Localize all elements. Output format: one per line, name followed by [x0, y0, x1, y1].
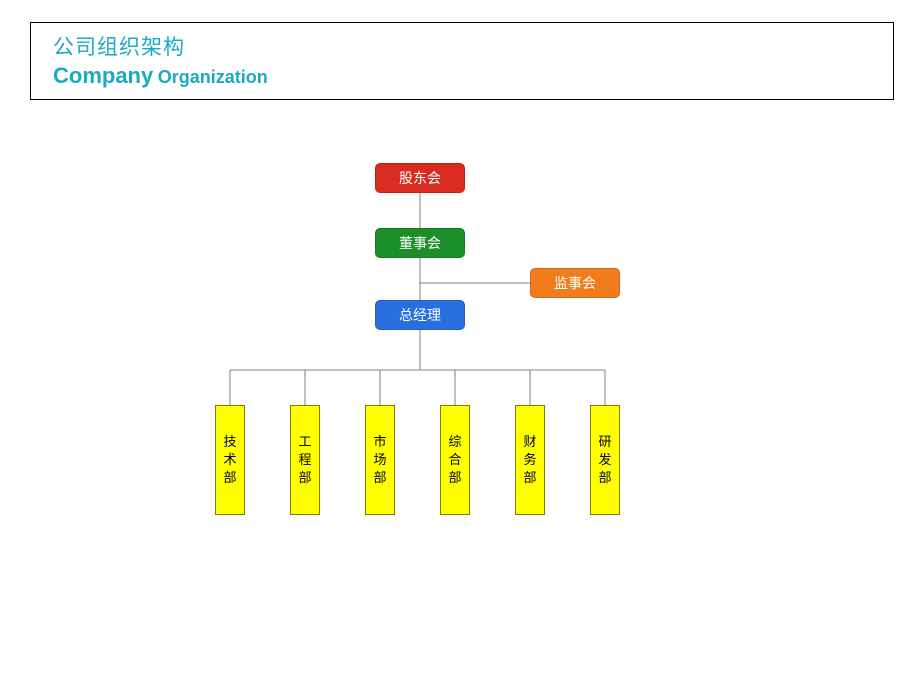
- org-connectors: [0, 0, 920, 690]
- title-cn: 公司组织架构: [53, 33, 893, 62]
- dept-char: 程: [298, 451, 311, 469]
- dept-char: 部: [523, 469, 536, 487]
- title-en: Company Organization: [53, 62, 893, 91]
- dept-eng: 工程部: [290, 405, 320, 515]
- dept-char: 部: [373, 469, 386, 487]
- title-en-sub: Organization: [158, 67, 268, 87]
- dept-char: 技: [223, 433, 236, 451]
- node-board: 董事会: [375, 228, 465, 258]
- dept-char: 务: [523, 451, 536, 469]
- dept-char: 部: [298, 469, 311, 487]
- node-shareholders: 股东会: [375, 163, 465, 193]
- node-general-manager: 总经理: [375, 300, 465, 330]
- dept-char: 部: [448, 469, 461, 487]
- dept-char: 财: [523, 433, 536, 451]
- dept-char: 合: [448, 451, 461, 469]
- header-box: 公司组织架构 Company Organization: [30, 22, 894, 100]
- title-en-main: Company: [53, 63, 153, 88]
- dept-char: 市: [373, 433, 386, 451]
- dept-char: 发: [598, 451, 611, 469]
- dept-char: 工: [298, 433, 311, 451]
- dept-char: 综: [448, 433, 461, 451]
- dept-char: 研: [598, 433, 611, 451]
- node-supervisors: 监事会: [530, 268, 620, 298]
- dept-general: 综合部: [440, 405, 470, 515]
- dept-market: 市场部: [365, 405, 395, 515]
- dept-char: 部: [223, 469, 236, 487]
- dept-rnd: 研发部: [590, 405, 620, 515]
- dept-char: 部: [598, 469, 611, 487]
- dept-tech: 技术部: [215, 405, 245, 515]
- dept-char: 术: [223, 451, 236, 469]
- dept-char: 场: [373, 451, 386, 469]
- dept-finance: 财务部: [515, 405, 545, 515]
